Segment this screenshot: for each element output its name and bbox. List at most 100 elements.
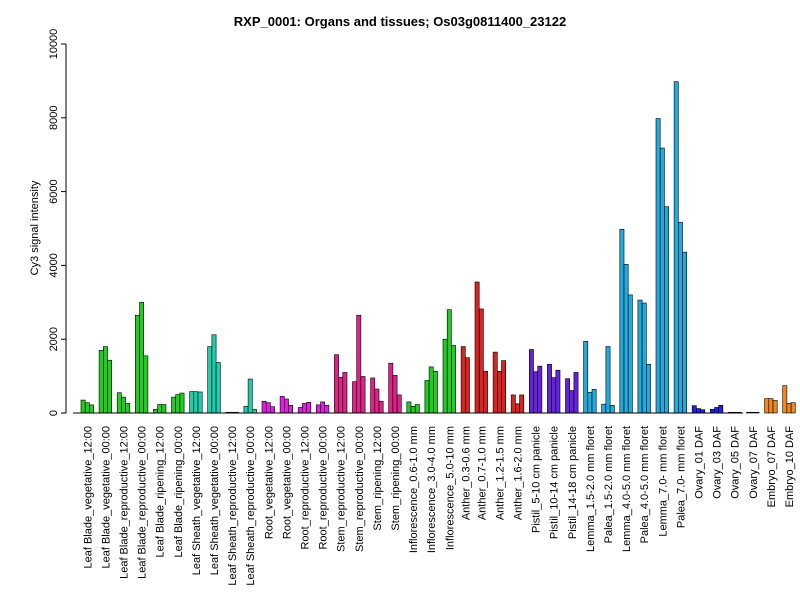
bar — [215, 362, 221, 414]
bar — [627, 294, 633, 414]
bar — [342, 372, 348, 414]
bar — [406, 401, 412, 414]
bar — [338, 376, 344, 414]
bar — [370, 377, 376, 414]
bar — [496, 370, 502, 414]
bar — [261, 400, 267, 414]
bar — [193, 391, 199, 414]
x-tick-label: Inflorescence_0.6-1.0 mm — [408, 426, 420, 553]
bar — [483, 370, 488, 414]
bar — [714, 407, 719, 414]
bar — [451, 345, 456, 414]
x-tick-label: Pistil_14-18 cm panicle — [567, 426, 579, 539]
x-tick-label: Anther_0.3-0.6 mm — [460, 426, 472, 520]
bar — [306, 401, 312, 414]
bar — [139, 301, 144, 414]
bar — [464, 357, 470, 414]
bar — [360, 376, 366, 414]
bars — [80, 81, 796, 414]
bar — [252, 409, 257, 414]
bar — [533, 371, 538, 414]
bar — [211, 334, 217, 414]
bar — [478, 308, 484, 414]
bar — [265, 402, 271, 414]
x-tick-label: Pistil_5-10 cm panicle — [531, 426, 543, 533]
bar — [125, 403, 131, 414]
x-tick-label: Palea_4.0-5.0 mm floret — [639, 426, 651, 543]
x-tick-label: Embryo_07 DAF — [766, 426, 778, 508]
x-tick-label: Embryo_10 DAF — [784, 426, 796, 508]
x-tick-label: Inflorescence_3.0-4.0 mm — [426, 426, 438, 553]
x-tick-label: Inflorescence_5.0-10 mm — [444, 426, 456, 550]
bar — [664, 206, 669, 414]
x-tick-label: Palea_7.0- mm floret — [675, 426, 687, 528]
x-tick-label: Leaf Blade_vegetative_00:00 — [100, 426, 112, 569]
bar — [116, 392, 122, 414]
x-tick-label: Lemma_7.0- mm floret — [657, 426, 669, 537]
y-tick-label: 8000 — [48, 106, 60, 130]
bar — [782, 385, 788, 414]
bar — [677, 221, 683, 414]
bar — [320, 401, 325, 414]
bar — [623, 263, 629, 414]
bar — [442, 338, 448, 414]
bar — [645, 363, 651, 414]
bar — [547, 363, 552, 414]
bar — [84, 402, 90, 414]
bar — [691, 405, 697, 414]
x-tick-label: Ovary_07 DAF — [748, 426, 760, 499]
bar — [324, 404, 330, 414]
bar — [153, 409, 158, 414]
bar — [659, 147, 665, 414]
bar — [428, 366, 434, 414]
bar — [573, 372, 579, 414]
bar — [768, 398, 774, 414]
bar — [89, 404, 94, 414]
bar — [388, 362, 394, 414]
bar — [569, 390, 575, 414]
bar — [555, 369, 561, 414]
bar — [601, 403, 607, 414]
bar — [764, 398, 770, 414]
x-tick-label: Stem_reproductive_00:00 — [354, 426, 366, 552]
bar — [414, 404, 420, 414]
bar — [510, 394, 516, 414]
bar — [356, 314, 362, 414]
bar — [790, 402, 796, 414]
bar — [754, 411, 760, 414]
bar — [655, 118, 661, 414]
x-tick-label: Root_vegetative_00:00 — [281, 426, 293, 539]
bar — [171, 396, 176, 414]
bar — [189, 391, 195, 414]
bar — [121, 396, 126, 414]
bar — [501, 360, 506, 414]
x-tick-label: Leaf Sheath_vegetative_12:00 — [191, 426, 203, 575]
bar — [279, 396, 285, 414]
bar — [641, 302, 647, 414]
x-tick-label: Leaf Blade_reproductive_00:00 — [137, 426, 149, 579]
x-tick-label: Lemma_1.5-2.0 mm floret — [585, 426, 597, 552]
x-tick-label: Leaf Blade_ripening_12:00 — [155, 426, 167, 558]
y-axis: 0 2000 4000 6000 8000 10000 — [48, 29, 67, 416]
bar — [460, 346, 466, 414]
bar — [157, 404, 163, 414]
bar — [587, 392, 593, 414]
bar — [605, 346, 611, 414]
bar — [247, 378, 253, 414]
bar — [378, 400, 384, 414]
bar — [609, 404, 615, 414]
bar — [673, 81, 679, 414]
bar — [143, 355, 149, 414]
bar — [179, 392, 185, 414]
bar — [161, 404, 167, 414]
x-tick-label: Lemma_4.0-5.0 mm floret — [621, 426, 633, 552]
bar — [718, 404, 724, 414]
bar — [396, 394, 402, 414]
x-tick-label: Leaf Blade_vegetative_12:00 — [82, 426, 94, 569]
chart-title: RXP_0001: Organs and tissues; Os03g08114… — [234, 14, 566, 29]
bar — [334, 354, 339, 414]
bar — [302, 403, 307, 414]
bar — [474, 281, 480, 414]
x-tick-label: Palea_1.5-2.0 mm floret — [603, 426, 615, 543]
x-tick-label: Root_reproductive_00:00 — [318, 426, 330, 550]
